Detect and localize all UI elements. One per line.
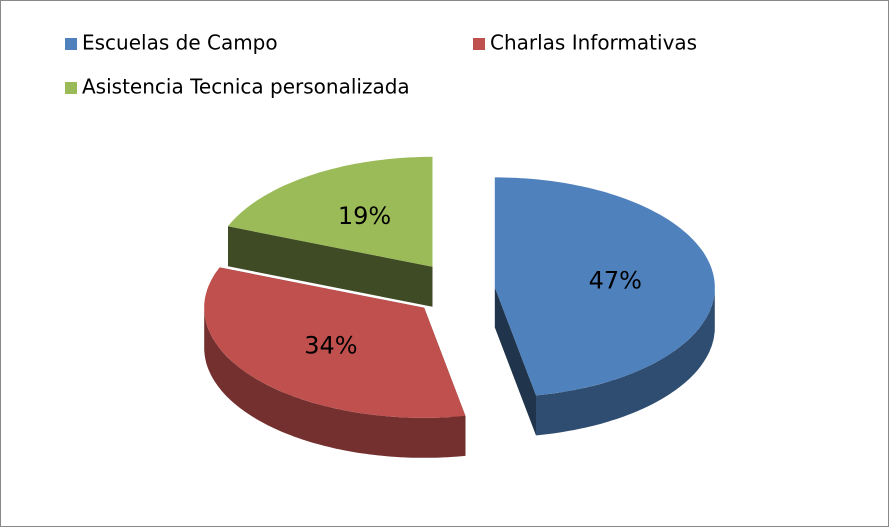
slice-side	[228, 226, 433, 307]
slice-wall	[204, 307, 466, 458]
slice	[204, 267, 466, 418]
legend-label: Asistencia Tecnica personalizada	[82, 75, 410, 99]
legend-swatch	[473, 38, 485, 50]
legend-label: Escuelas de Campo	[82, 31, 278, 55]
legend-swatch	[65, 82, 77, 94]
slice-3d: 34%	[204, 267, 466, 458]
slice-3d: 19%	[228, 156, 433, 307]
slice	[228, 156, 433, 267]
data-label: 34%	[304, 331, 357, 359]
data-label: 19%	[338, 202, 391, 230]
legend-swatch	[65, 38, 77, 50]
legend-label: Charlas Informativas	[490, 31, 697, 55]
slice-3d: 47%	[494, 177, 715, 436]
slice-wall	[536, 287, 715, 436]
slice-side	[494, 287, 536, 436]
slice	[494, 177, 715, 396]
data-label: 47%	[589, 267, 642, 295]
